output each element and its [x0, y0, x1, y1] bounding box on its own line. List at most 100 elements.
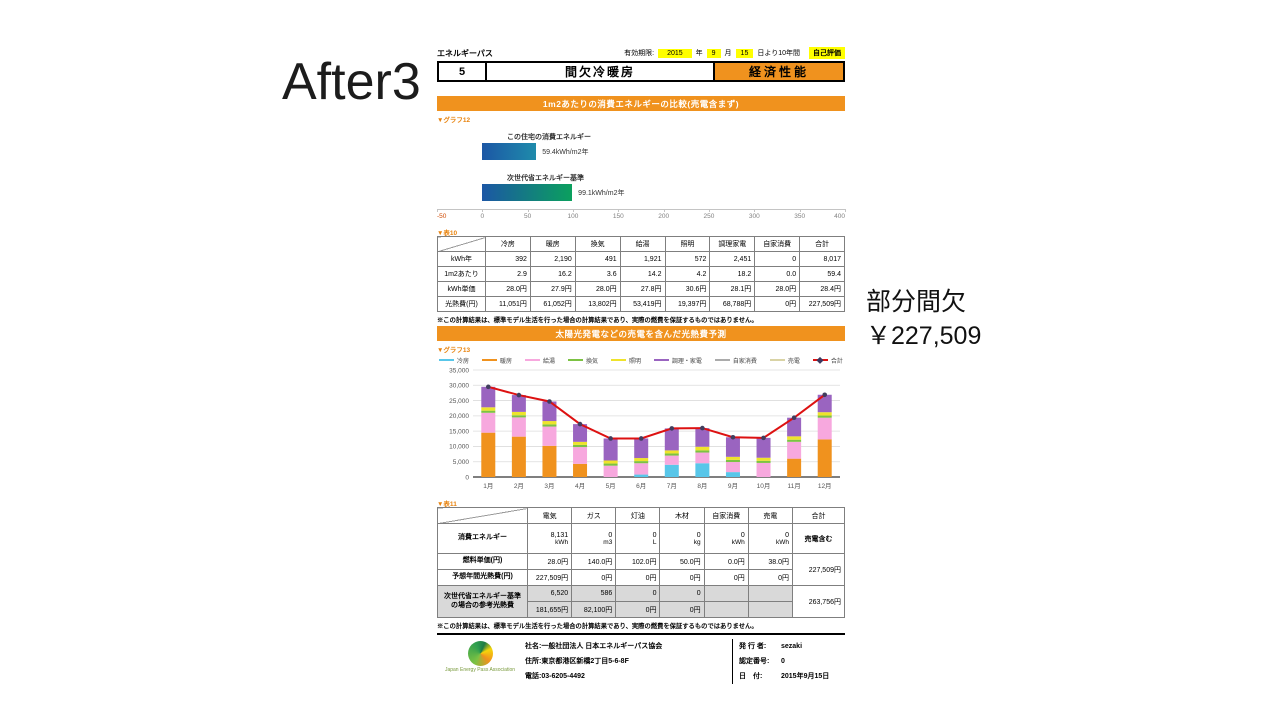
bar1-value: 59.4kWh/m2年: [542, 148, 589, 156]
axis-tick-label: 100: [567, 213, 579, 220]
stacked-bar-segment: [573, 447, 588, 464]
stacked-bar-segment: [664, 428, 679, 451]
legend-swatch: [481, 358, 497, 362]
table10-cell: 27.8円: [619, 281, 666, 297]
table10-cell: 227,509円: [799, 296, 845, 312]
stacked-bar-segment: [756, 460, 771, 463]
table-row: 次世代省エネルギー基準の場合の参考光熱費 6,520 586 0 0 263,756円: [437, 585, 845, 618]
document-title-row: 5 間欠冷暖房 経済性能: [437, 61, 845, 82]
cert-label: 認定番号:: [739, 658, 770, 666]
stacked-bar-segment: [787, 436, 802, 440]
legend-item: 自家消費: [714, 356, 757, 365]
table10-header: 暖房: [529, 236, 576, 252]
stacked-bar-segment: [695, 450, 710, 453]
table11-cell: 28.0円: [526, 553, 573, 570]
legend-label: 換気: [585, 358, 598, 365]
footer-contact-block: 社名:一般社団法人 日本エネルギーパス協会 住所:東京都港区新橋2丁目5-6-8…: [523, 639, 732, 684]
stacked-bar-segment: [481, 386, 496, 408]
diagonal-header-cell: [437, 236, 486, 252]
legend-item: 売電: [769, 356, 800, 365]
table10-cell: 59.4: [799, 266, 845, 282]
table10-row-label: kWh年: [437, 251, 486, 267]
stacked-bar-segment: [573, 441, 588, 445]
table11-cell: 0円: [615, 601, 661, 618]
y-axis-tick-label: 20,000: [449, 413, 469, 420]
table11-cell: 0 m3: [571, 523, 617, 554]
table10-cell: 0円: [754, 296, 801, 312]
table10-cell: 2,190: [529, 251, 576, 267]
stacked-bar-segment: [634, 463, 649, 475]
stacked-bar-segment: [634, 474, 649, 477]
table10-header: 給湯: [619, 236, 666, 252]
slide-title: After3: [282, 53, 421, 111]
graph12-tag: ▼グラフ12: [437, 117, 471, 124]
table11-total-cell: 263,756円: [792, 585, 845, 618]
validity-month-field: 9: [706, 48, 721, 58]
stacked-bar-segment: [603, 460, 618, 464]
section1-banner: 1m2あたりの消費エネルギーの比較(売電含まず): [437, 96, 845, 111]
table10-cell: 3.6: [574, 266, 621, 282]
table10-tag: ▼表10: [437, 230, 458, 237]
x-axis-month-label: 12月: [818, 482, 832, 490]
table11-header: 灯油: [615, 507, 661, 524]
stacked-bar-segment: [481, 412, 496, 433]
table11-cell: 0 kWh: [703, 523, 749, 554]
table10-cell: 61,052円: [529, 296, 576, 312]
stacked-bar-segment: [603, 465, 618, 477]
x-axis-month-label: 5月: [606, 482, 616, 490]
stacked-bar-segment: [511, 411, 526, 416]
stacked-bar-segment: [573, 424, 588, 442]
stacked-bar-segment: [542, 401, 557, 422]
axis-tick-mark: [799, 209, 801, 212]
validity-day-field: 15: [735, 48, 754, 58]
total-line-marker: [822, 392, 828, 398]
table10-cell: 0.0: [754, 266, 801, 282]
stacked-bar-segment: [695, 428, 710, 447]
section2-banner: 太陽光発電などの売電を含んだ光熱費予測: [437, 326, 845, 341]
document-footer: Japan Energy Pass Association 社名:一般社団法人 …: [437, 635, 845, 685]
logo-caption: Japan Energy Pass Association: [444, 667, 516, 673]
bar2-value: 99.1kWh/m2年: [578, 189, 625, 197]
table10-cell: 572: [664, 251, 711, 267]
stacked-bar-segment: [817, 439, 832, 477]
stacked-bar-segment: [817, 412, 832, 416]
table11-cell: 0 kWh: [747, 523, 794, 554]
table11-cell: 0円: [747, 569, 794, 586]
table10-header: 合計: [799, 236, 845, 252]
legend-label: 冷房: [457, 358, 470, 365]
table10-cell: 2.9: [485, 266, 531, 282]
table11-cell: 0円: [615, 569, 661, 586]
table10-row-label: kWh単価: [437, 281, 486, 297]
legend-swatch: [439, 358, 454, 362]
stacked-bar-segment: [573, 444, 588, 448]
stacked-bar-segment: [756, 457, 771, 461]
stacked-bar-segment: [817, 394, 832, 413]
stacked-bar-segment: [664, 450, 679, 454]
bar2-label: 次世代省エネルギー基準: [507, 175, 584, 182]
table-row: 181,655円 82,100円 0円 0円: [438, 601, 845, 618]
legend-label: 照明: [628, 358, 641, 365]
y-axis-tick-label: 35,000: [449, 367, 469, 374]
table10-row-label: 光熱費(円): [437, 296, 486, 312]
table11-cell: 6,520: [526, 585, 573, 602]
stacked-bar-segment: [481, 410, 496, 413]
bar1-label: この住宅の消費エネルギー: [507, 134, 591, 141]
y-axis-tick-label: 5,000: [453, 459, 470, 466]
stacked-bar-segment: [542, 426, 557, 446]
x-axis-month-label: 10月: [757, 482, 771, 490]
table11-cell: 0円: [703, 569, 749, 586]
table11-cell: 0円: [659, 601, 705, 618]
table11-cell: 181,655円: [526, 601, 573, 618]
x-axis-month-label: 6月: [636, 482, 646, 490]
issuer-label: 発 行 者:: [739, 643, 767, 650]
total-line-marker: [608, 436, 613, 441]
legend-label: 自家消費: [732, 358, 757, 365]
table10-cell: 53,419円: [619, 296, 666, 312]
x-axis-month-label: 1月: [483, 482, 493, 490]
legend-item: 給湯: [524, 356, 555, 365]
validity-label: 有効期限:: [624, 50, 655, 57]
legend-label: 給湯: [542, 358, 555, 365]
table11-tag: ▼表11: [437, 501, 457, 508]
axis-tick-mark: [572, 209, 574, 212]
